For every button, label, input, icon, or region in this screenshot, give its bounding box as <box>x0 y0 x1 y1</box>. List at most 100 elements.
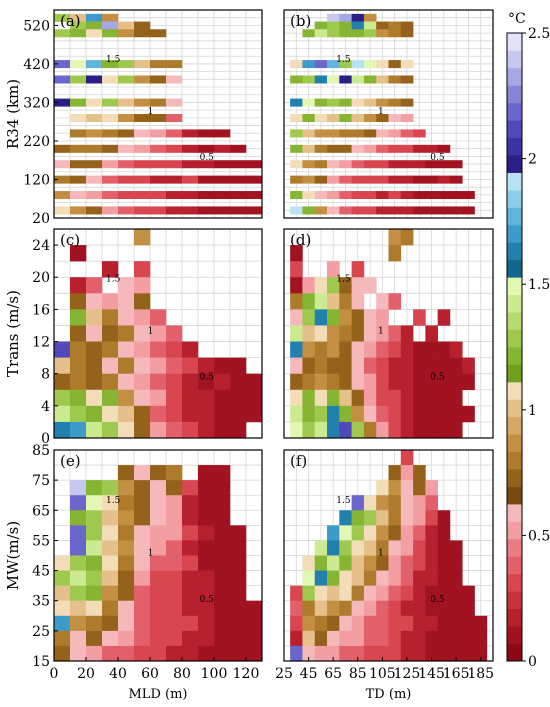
colorbar-segment <box>507 190 522 208</box>
heatmap-cell <box>314 309 328 326</box>
heatmap-cell <box>214 129 231 138</box>
heatmap-cell <box>150 373 167 391</box>
x-tick-label: 125 <box>394 666 421 682</box>
heatmap-cell <box>327 114 340 123</box>
heatmap-cell <box>230 175 247 184</box>
heatmap-cell <box>400 465 414 481</box>
heatmap-cell <box>150 570 167 586</box>
y-tick-label: 420 <box>23 57 50 73</box>
heatmap-cell <box>166 600 183 617</box>
heatmap-cell <box>425 510 438 526</box>
heatmap-cell <box>198 510 215 526</box>
heatmap-cell <box>363 191 377 200</box>
heatmap-cell <box>70 510 87 526</box>
heatmap-cell <box>150 600 167 617</box>
heatmap-cell <box>230 191 247 200</box>
panel-label: (d) <box>290 231 311 249</box>
heatmap-cell <box>198 525 215 541</box>
heatmap-cell <box>363 389 377 407</box>
heatmap-cell <box>70 206 87 215</box>
panel-frame <box>53 449 263 662</box>
heatmap-cell <box>290 129 303 138</box>
heatmap-cell <box>351 630 365 647</box>
x-tick-label: 25 <box>275 666 293 682</box>
heatmap-cell <box>166 389 183 407</box>
heatmap-cell <box>363 405 377 423</box>
heatmap-cell <box>70 615 87 632</box>
heatmap-cell <box>437 645 451 662</box>
heatmap-cell <box>327 160 340 169</box>
heatmap-cell <box>150 129 167 138</box>
heatmap-cell <box>182 585 199 602</box>
heatmap-cell <box>376 191 389 200</box>
heatmap-cell <box>413 357 426 374</box>
heatmap-cell <box>376 341 389 358</box>
heatmap-cell <box>198 389 215 407</box>
heatmap-cell <box>339 357 352 374</box>
heatmap-cell <box>437 144 451 153</box>
heatmap-cell <box>314 75 328 84</box>
heatmap-cell <box>351 60 365 69</box>
heatmap-cell <box>54 98 71 107</box>
heatmap-cell <box>425 600 438 617</box>
heatmap-cell <box>327 540 340 556</box>
heatmap-cell <box>413 341 426 358</box>
heatmap-cell <box>166 540 183 556</box>
heatmap-cell <box>327 309 340 326</box>
heatmap-cell <box>102 325 119 342</box>
x-axis-title: TD (m) <box>366 687 412 702</box>
heatmap-cell <box>134 293 151 310</box>
colorbar-segment <box>507 381 522 400</box>
heatmap-cell <box>246 160 263 169</box>
heatmap-cell <box>400 405 414 423</box>
colorbar-segment <box>507 521 522 540</box>
heatmap-cell <box>302 600 316 617</box>
heatmap-cell <box>400 645 414 662</box>
heatmap-cell <box>54 570 71 586</box>
heatmap-cell <box>198 357 215 374</box>
heatmap-cell <box>86 630 103 647</box>
heatmap-cell <box>425 341 438 358</box>
heatmap-cell <box>388 495 402 511</box>
heatmap-cell <box>290 114 303 123</box>
heatmap-cell <box>166 373 183 391</box>
heatmap-cell <box>118 341 135 358</box>
heatmap-cell <box>134 175 151 184</box>
heatmap-cell <box>198 540 215 556</box>
heatmap-cell <box>54 13 71 22</box>
heatmap-cell <box>198 465 215 481</box>
heatmap-cell <box>246 175 263 184</box>
heatmap-cell <box>118 277 135 294</box>
heatmap-cell <box>70 525 87 541</box>
contour-label: 1 <box>148 549 154 559</box>
heatmap-cell <box>134 144 151 153</box>
heatmap-cell <box>425 585 438 602</box>
heatmap-cell <box>314 60 328 69</box>
heatmap-cell <box>54 630 71 647</box>
heatmap-cell <box>388 525 402 541</box>
heatmap-cell <box>86 600 103 617</box>
heatmap-cell <box>134 341 151 358</box>
heatmap-cell <box>118 645 135 662</box>
heatmap-cell <box>351 600 365 617</box>
heatmap-cell <box>182 555 199 571</box>
panel-e: (e) 1.5 1 0.5 15 25 35 45 55 65 75 85 0 20 40 60 80 100 12… <box>4 443 263 702</box>
heatmap-cell <box>214 585 231 602</box>
heatmap-cell <box>214 465 231 481</box>
heatmap-cell <box>134 555 151 571</box>
heatmap-cell <box>214 495 231 511</box>
heatmap-cell <box>376 129 389 138</box>
heatmap-cell <box>327 585 340 602</box>
heatmap-cell <box>437 373 451 391</box>
heatmap-cell <box>118 405 135 423</box>
heatmap-cell <box>134 29 151 38</box>
heatmap-cell <box>134 98 151 107</box>
panel-label: (a) <box>60 12 81 30</box>
heatmap-cell <box>339 615 352 632</box>
heatmap-cell <box>86 325 103 342</box>
heatmap-cell <box>400 206 414 215</box>
heatmap-cell <box>166 525 183 541</box>
heatmap-cell <box>134 357 151 374</box>
colorbar-segment <box>507 451 522 470</box>
heatmap-cell <box>376 29 389 38</box>
